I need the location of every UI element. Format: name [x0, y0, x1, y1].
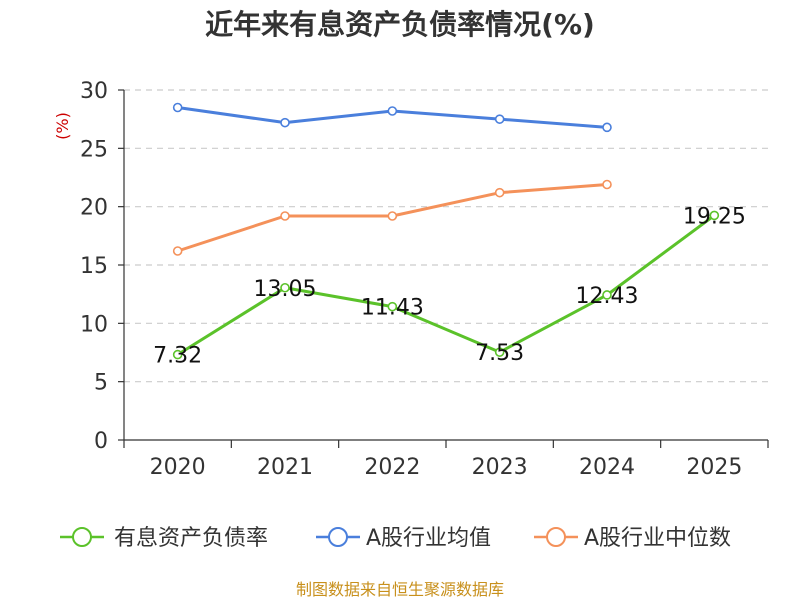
data-label: 7.53	[475, 341, 524, 366]
data-point	[280, 117, 290, 128]
y-axis-label: (%)	[53, 112, 72, 140]
data-point	[709, 210, 720, 221]
legend-label: 有息资产负债率	[114, 526, 268, 551]
legend-marker	[72, 527, 92, 547]
data-label: 19.25	[683, 204, 746, 229]
data-point	[387, 301, 398, 312]
legend-marker	[328, 527, 348, 547]
data-point	[172, 102, 183, 113]
series-line	[176, 214, 716, 356]
data-point	[172, 349, 183, 360]
y-tick-label: 5	[94, 371, 108, 396]
data-point	[280, 211, 290, 221]
data-point	[494, 347, 505, 357]
legend-label: A股行业中位数	[584, 526, 731, 551]
legend-marker	[546, 527, 566, 547]
data-point	[172, 246, 183, 256]
x-tick-label: 2023	[472, 455, 528, 480]
data-point	[387, 106, 398, 116]
x-tick-label: 2022	[364, 455, 420, 480]
legend-label: A股行业均值	[366, 526, 491, 551]
y-tick-label: 30	[80, 79, 108, 104]
data-label: 12.43	[576, 284, 639, 309]
x-tick-label: 2021	[257, 455, 313, 480]
legend: 有息资产负债率 A股行业均值 A股行业中位数	[60, 526, 731, 551]
data-point	[387, 211, 398, 221]
data-label: 13.05	[254, 277, 317, 302]
data-point	[602, 290, 612, 300]
data-point	[602, 179, 612, 190]
x-tick-label: 2020	[150, 455, 206, 480]
data-label: 11.43	[361, 296, 424, 321]
data-point	[602, 122, 612, 133]
data-point	[280, 282, 290, 293]
y-tick-label: 20	[80, 196, 108, 221]
y-tick-label: 10	[80, 312, 108, 337]
data-point	[494, 187, 505, 198]
data-label: 7.32	[153, 344, 202, 369]
y-tick-label: 15	[80, 254, 108, 279]
y-tick-label: 0	[94, 429, 108, 454]
x-tick-label: 2024	[579, 455, 635, 480]
y-tick-label: 25	[80, 137, 108, 162]
chart-title: 近年来有息资产负债率情况(%)	[205, 8, 595, 41]
x-tick-label: 2025	[686, 455, 742, 480]
source-note: 制图数据来自恒生聚源数据库	[296, 580, 504, 599]
grid-lines	[124, 89, 768, 383]
series-lines: 7.32 13.05 11.43 7.53 12.43 19.25	[153, 102, 746, 369]
data-point	[494, 114, 505, 124]
